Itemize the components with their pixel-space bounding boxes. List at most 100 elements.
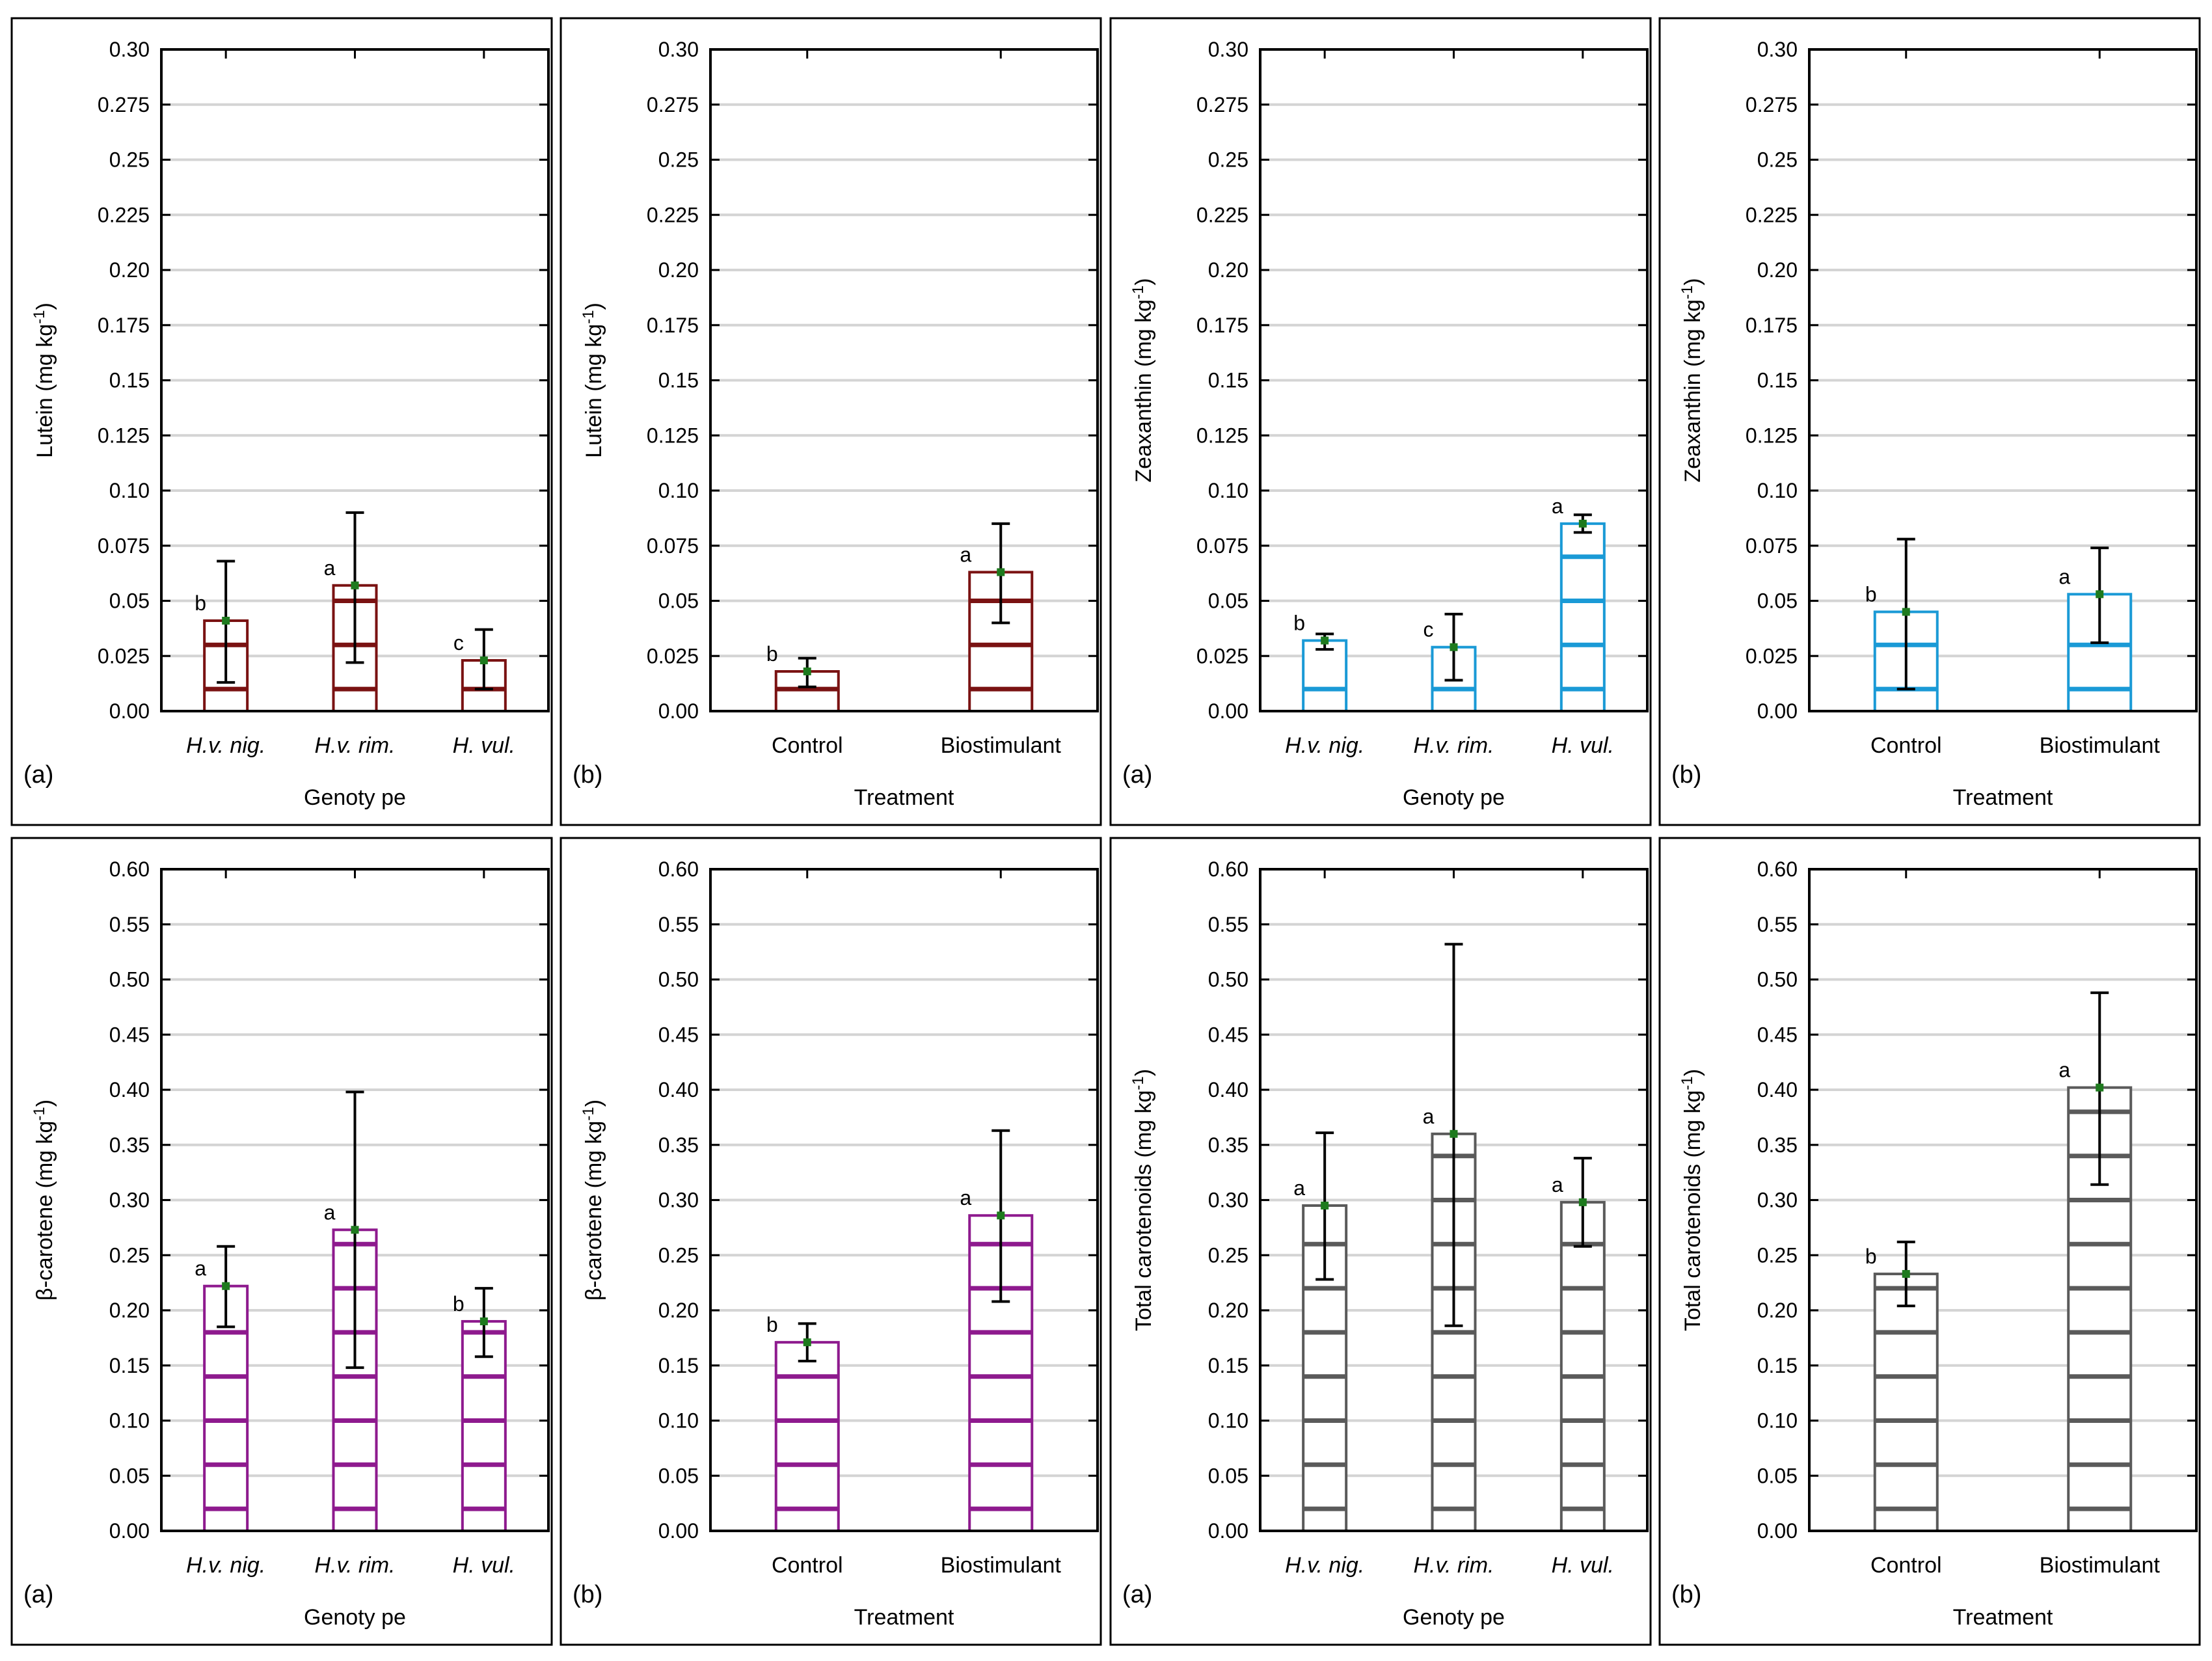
panel-label: (b) [573, 761, 602, 789]
mean-marker [479, 1317, 488, 1325]
y-tick-label: 0.10 [109, 1409, 150, 1433]
x-tick-label: H. vul. [1552, 733, 1614, 758]
x-tick-label: H.v. nig. [1285, 733, 1364, 758]
y-tick-label: 0.45 [1208, 1023, 1248, 1046]
mean-marker [1578, 1198, 1587, 1206]
y-tick-label: 0.50 [1208, 968, 1248, 992]
panel-frame [560, 17, 1102, 826]
panel-frame [10, 17, 553, 826]
x-tick-label: Biostimulant [2040, 1553, 2161, 1578]
y-tick-label: 0.35 [109, 1133, 150, 1157]
y-tick-label: 0.15 [658, 1354, 699, 1377]
y-tick-label: 0.25 [1757, 148, 1798, 172]
mean-marker [2096, 590, 2104, 599]
mean-marker [1321, 636, 1329, 645]
y-tick-label: 0.30 [1208, 38, 1248, 61]
y-tick-label: 0.275 [1746, 93, 1798, 116]
bar [1559, 1200, 1606, 1532]
significance-letter: a [960, 543, 971, 566]
y-axis-label: Total carotenoids (mg kg-1) [1129, 1069, 1156, 1331]
significance-letter: b [453, 1292, 465, 1316]
y-tick-label: 0.10 [658, 479, 699, 502]
y-tick-label: 0.025 [1746, 644, 1798, 668]
panel-label: (a) [1122, 1581, 1152, 1608]
significance-letter: a [1293, 1176, 1305, 1200]
y-tick-label: 0.20 [658, 1299, 699, 1322]
bar [1302, 639, 1348, 713]
significance-letter: b [766, 642, 778, 666]
y-tick-label: 0.00 [1757, 699, 1798, 723]
y-tick-label: 0.55 [1757, 913, 1798, 936]
mean-marker [351, 581, 359, 589]
significance-letter: a [2058, 1059, 2070, 1082]
bar [1873, 1273, 1939, 1532]
y-tick-label: 0.15 [109, 369, 150, 392]
y-tick-label: 0.00 [1208, 699, 1248, 723]
plot-frame [709, 868, 1099, 1532]
y-tick-label: 0.35 [1757, 1133, 1798, 1157]
y-tick-label: 0.20 [1757, 258, 1798, 282]
y-tick-label: 0.15 [1208, 1354, 1248, 1377]
y-tick-label: 0.40 [1208, 1078, 1248, 1101]
chart-panel-2: 0.00 0.025 0.05 0.075 0.10 0.125 0.15 0.175 0.20… [560, 17, 1102, 826]
x-axis-label: Treatment [1953, 785, 2053, 810]
mean-marker [1578, 519, 1587, 528]
y-tick-label: 0.60 [1208, 858, 1248, 881]
panel-frame [1109, 837, 1652, 1646]
y-axis-label: β-carotene (mg kg-1) [31, 1100, 57, 1301]
y-tick-label: 0.15 [658, 369, 699, 392]
plot-frame [1808, 868, 2198, 1532]
significance-letter: a [324, 556, 336, 580]
mean-marker [222, 1282, 230, 1290]
x-tick-label: H.v. rim. [1413, 733, 1494, 758]
y-tick-label: 0.05 [1208, 1464, 1248, 1487]
y-tick-label: 0.15 [109, 1354, 150, 1377]
y-tick-label: 0.20 [109, 1299, 150, 1322]
y-tick-label: 0.30 [1208, 1189, 1248, 1212]
y-tick-label: 0.175 [1196, 314, 1248, 337]
y-tick-label: 0.10 [1208, 479, 1248, 502]
x-tick-label: H. vul. [1552, 1553, 1614, 1578]
y-tick-label: 0.225 [1746, 203, 1798, 226]
chart-panel-7: 0.00 0.05 0.10 0.15 0.20 0.25 0.30 0.35 0.40 0.45… [1109, 837, 1652, 1646]
significance-letter: a [324, 1200, 336, 1224]
mean-marker [997, 568, 1005, 576]
significance-letter: b [195, 591, 206, 615]
y-tick-label: 0.25 [109, 1243, 150, 1267]
plot-frame [160, 48, 550, 712]
x-tick-label: H.v. nig. [186, 733, 265, 758]
y-tick-label: 0.175 [1746, 314, 1798, 337]
panel-label: (b) [573, 1581, 602, 1608]
chart-panel-8: 0.00 0.05 0.10 0.15 0.20 0.25 0.30 0.35 0.40 0.45… [1658, 837, 2201, 1646]
y-tick-label: 0.225 [1196, 203, 1248, 226]
panel-label: (b) [1671, 761, 1701, 789]
significance-letter: b [1865, 582, 1877, 606]
significance-letter: b [1293, 612, 1305, 635]
y-axis-label: Total carotenoids (mg kg-1) [1679, 1069, 1705, 1331]
panel-label: (a) [23, 1581, 53, 1608]
y-tick-label: 0.35 [1208, 1133, 1248, 1157]
y-tick-label: 0.05 [658, 589, 699, 613]
y-tick-label: 0.05 [1208, 589, 1248, 613]
y-tick-label: 0.60 [1757, 858, 1798, 881]
y-axis-label: Lutein (mg kg-1) [31, 303, 57, 458]
bar [1559, 522, 1606, 712]
significance-letter: b [1865, 1245, 1877, 1268]
significance-letter: a [1552, 494, 1563, 518]
x-tick-label: Control [772, 733, 843, 758]
significance-letter: a [1423, 1105, 1435, 1128]
x-axis-label: Treatment [1953, 1605, 2053, 1630]
y-axis-label: Lutein (mg kg-1) [580, 303, 606, 458]
significance-letter: c [1423, 618, 1434, 641]
y-tick-label: 0.40 [109, 1078, 150, 1101]
y-tick-label: 0.00 [109, 699, 150, 723]
y-tick-label: 0.00 [1757, 1519, 1798, 1543]
plot-frame [709, 48, 1099, 712]
chart-panel-1: 0.00 0.025 0.05 0.075 0.10 0.125 0.15 0.175 0.20… [10, 17, 553, 826]
y-tick-label: 0.30 [658, 1189, 699, 1212]
y-axis-label: Zeaxanthin (mg kg-1) [1679, 278, 1705, 482]
y-tick-label: 0.20 [1757, 1299, 1798, 1322]
y-tick-label: 0.15 [1208, 369, 1248, 392]
x-tick-label: Control [1870, 1553, 1942, 1578]
y-tick-label: 0.25 [658, 148, 699, 172]
